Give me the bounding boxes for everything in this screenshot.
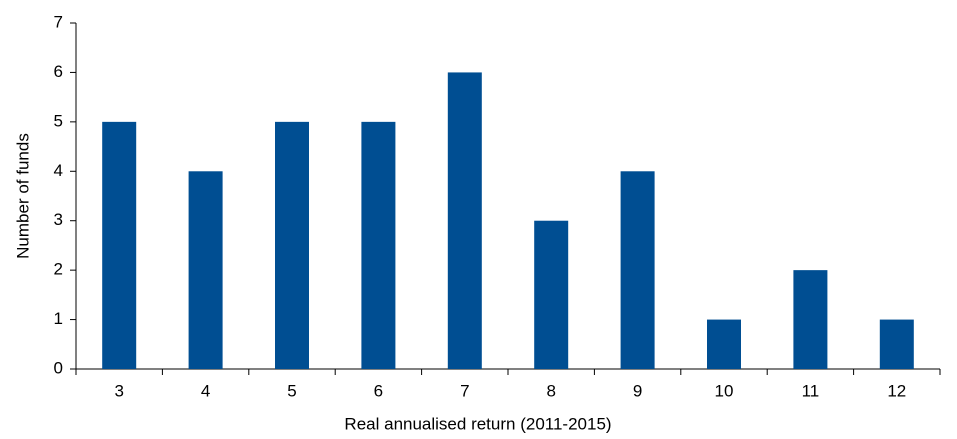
x-tick-label: 10 [715, 381, 734, 400]
bar [102, 121, 137, 369]
bar [879, 319, 914, 369]
x-tick-label: 6 [374, 381, 383, 400]
y-tick-label: 1 [54, 309, 63, 328]
x-tick-label: 9 [633, 381, 642, 400]
x-tick-label: 5 [287, 381, 296, 400]
x-tick-label: 7 [460, 381, 469, 400]
x-tick-label: 3 [114, 381, 123, 400]
y-tick-label: 4 [54, 161, 63, 180]
bar [534, 220, 569, 369]
y-tick-label: 2 [54, 260, 63, 279]
y-axis-label: Number of funds [13, 133, 32, 259]
bar [707, 319, 741, 369]
bar [793, 270, 828, 369]
bar [447, 72, 482, 369]
bar [620, 171, 655, 369]
y-tick-label: 0 [54, 358, 63, 377]
y-tick-label: 6 [54, 62, 63, 81]
y-tick-label: 7 [54, 12, 63, 31]
bar [188, 171, 223, 369]
x-tick-label: 11 [802, 381, 820, 400]
bar [275, 121, 309, 369]
x-tick-label: 8 [546, 381, 555, 400]
x-tick-label: 12 [887, 381, 906, 400]
y-tick-label: 5 [54, 111, 63, 130]
y-tick-label: 3 [54, 210, 63, 229]
x-tick-label: 4 [201, 381, 210, 400]
bar [361, 121, 396, 369]
x-axis-label: Real annualised return (2011-2015) [344, 414, 611, 433]
